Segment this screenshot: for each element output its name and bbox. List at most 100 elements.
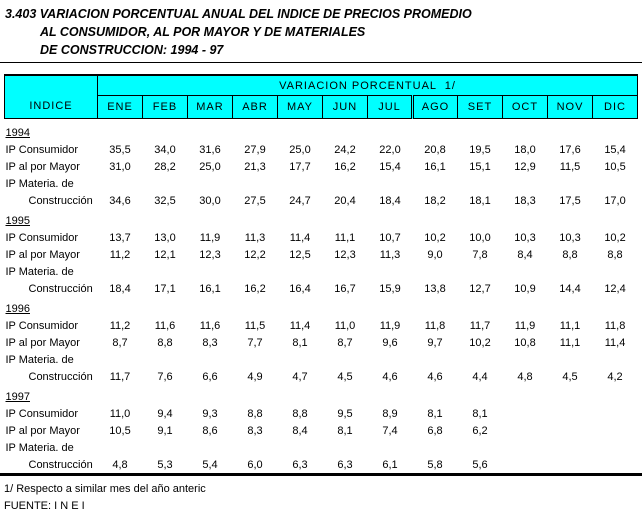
table-row: IP al por Mayor 11,2 12,1 12,3 12,2 12,5 12,3 1…	[5, 244, 638, 261]
value-cell: 6,8	[427, 425, 443, 437]
value-cell: 16,7	[334, 283, 356, 295]
value-cell: 27,9	[244, 144, 266, 156]
value-cell: 15,4	[604, 144, 626, 156]
value-cell	[593, 454, 638, 471]
table-row: IP Consumidor 35,5 34,0 31,6 27,9 25,0 24,2 22,…	[5, 139, 638, 156]
value-cell: 12,3	[199, 249, 221, 261]
value-cell: 18,1	[469, 195, 491, 207]
value-cell: 8,1	[427, 408, 443, 420]
price-variation-table: INDICE VARIACION PORCENTUAL 1/ ENE FEB MAR…	[4, 74, 639, 471]
value-cell: 11,4	[604, 337, 626, 349]
table-title: 3.403 VARIACION PORCENTUAL ANUAL DEL IND…	[0, 0, 642, 59]
value-cell: 10,0	[469, 232, 491, 244]
value-cell: 6,3	[292, 459, 308, 471]
group-header-row: INDICE VARIACION PORCENTUAL 1/	[4, 74, 639, 119]
row-label: Construcción	[28, 459, 93, 471]
value-cell: 19,5	[469, 144, 491, 156]
value-cell: 24,2	[334, 144, 356, 156]
value-cell: 12,9	[514, 161, 536, 173]
year-row: 1995	[5, 207, 638, 227]
row-label: IP al por Mayor	[5, 425, 80, 437]
month-header-10: OCT	[502, 95, 548, 119]
value-cell: 8,1	[292, 337, 308, 349]
value-cell: 8,3	[202, 337, 218, 349]
year-cell: 1994	[5, 119, 638, 139]
row-label: IP Materia. de	[5, 178, 74, 190]
value-cell: 10,3	[514, 232, 536, 244]
value-cell: 25,0	[199, 161, 221, 173]
value-cell: 8,8	[562, 249, 578, 261]
value-cell: 21,3	[244, 161, 266, 173]
value-cell: 13,0	[154, 232, 176, 244]
table-row: Construcción 18,4 17,1 16,1 16,2 16,4 16,7 15,9…	[5, 278, 638, 295]
value-cell: 6,3	[337, 459, 353, 471]
value-cell: 8,8	[292, 408, 308, 420]
value-cell: 4,8	[517, 371, 533, 383]
footnotes: 1/ Respecto a similar mes del año anteri…	[0, 476, 642, 515]
value-cell: 7,4	[382, 425, 398, 437]
month-header-4: ABR	[232, 95, 278, 119]
value-cell: 22,0	[379, 144, 401, 156]
value-cell: 10,5	[109, 425, 131, 437]
row-label: IP al por Mayor	[5, 249, 80, 261]
value-cell	[593, 420, 638, 437]
table-row: Construcción 4,8 5,3 5,4 6,0 6,3 6,3 6,1 5,8 5,6	[5, 454, 638, 471]
value-cell: 8,7	[112, 337, 128, 349]
value-cell: 11,8	[424, 320, 446, 332]
value-cell: 25,0	[289, 144, 311, 156]
value-cell: 4,9	[247, 371, 263, 383]
value-cell: 10,2	[424, 232, 446, 244]
value-cell: 14,4	[559, 283, 581, 295]
value-cell: 11,9	[379, 320, 401, 332]
value-cell	[593, 403, 638, 420]
value-cell: 6,0	[247, 459, 263, 471]
value-cell: 11,6	[154, 320, 176, 332]
table-row: IP al por Mayor 8,7 8,8 8,3 7,7 8,1 8,7 9,6 9,7 1…	[5, 332, 638, 349]
row-label: Construcción	[28, 371, 93, 383]
value-cell: 16,2	[244, 283, 266, 295]
value-cell: 10,5	[604, 161, 626, 173]
value-cell: 18,0	[514, 144, 536, 156]
value-cell: 11,2	[109, 320, 131, 332]
value-cell: 10,3	[559, 232, 581, 244]
month-header-11: NOV	[547, 95, 593, 119]
row-label: IP al por Mayor	[5, 337, 80, 349]
value-cell: 5,3	[157, 459, 173, 471]
value-cell: 12,7	[469, 283, 491, 295]
row-label: Construcción	[28, 283, 93, 295]
value-cell: 15,1	[469, 161, 491, 173]
value-cell: 4,5	[562, 371, 578, 383]
value-cell: 11,6	[199, 320, 221, 332]
row-label: IP Consumidor	[5, 144, 79, 156]
title-line-2: AL CONSUMIDOR, AL POR MAYOR Y DE MATERIA…	[40, 25, 366, 39]
row-label: Construcción	[28, 195, 93, 207]
value-cell: 5,8	[427, 459, 443, 471]
value-cell: 8,3	[247, 425, 263, 437]
year-cell: 1997	[5, 383, 638, 403]
table-row: IP al por Mayor 10,5 9,1 8,6 8,3 8,4 8,1 7,4 6,8…	[5, 420, 638, 437]
value-cell: 11,1	[559, 337, 581, 349]
value-cell	[548, 454, 593, 471]
value-cell: 5,4	[202, 459, 218, 471]
table-body: 1994 IP Consumidor 35,5 34,0 31,6 27,9 25,0 24,…	[5, 119, 638, 471]
month-header-8: AGO	[411, 95, 458, 119]
value-cell: 11,0	[334, 320, 356, 332]
value-cell: 11,4	[289, 320, 311, 332]
value-cell: 35,5	[109, 144, 131, 156]
value-cell: 11,0	[109, 408, 131, 420]
table-row: IP Consumidor 13,7 13,0 11,9 11,3 11,4 11,1 10,…	[5, 227, 638, 244]
value-cell: 12,1	[154, 249, 176, 261]
table-row: Construcción 11,7 7,6 6,6 4,9 4,7 4,5 4,6 4,6 4,4…	[5, 366, 638, 383]
value-cell: 4,6	[382, 371, 398, 383]
value-cell: 8,9	[382, 408, 398, 420]
title-line-1: 3.403 VARIACION PORCENTUAL ANUAL DEL IND…	[5, 7, 472, 21]
month-header-9: SET	[457, 95, 503, 119]
value-cell: 13,8	[424, 283, 446, 295]
value-cell: 9,3	[202, 408, 218, 420]
year-cell: 1995	[5, 207, 638, 227]
value-cell: 9,5	[337, 408, 353, 420]
value-cell: 11,1	[559, 320, 581, 332]
value-cell: 17,0	[604, 195, 626, 207]
value-cell: 6,6	[202, 371, 218, 383]
